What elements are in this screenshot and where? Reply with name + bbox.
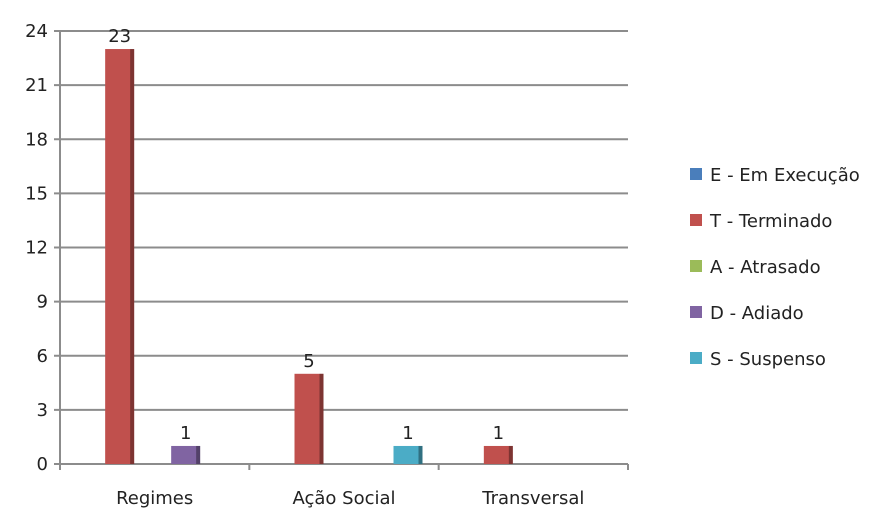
legend-label: S - Suspenso	[710, 349, 826, 370]
data-labels: 23 1 5 1 1	[108, 26, 504, 444]
y-tick-label: 15	[25, 183, 48, 204]
y-tick-label: 0	[37, 454, 48, 475]
y-tick-label: 9	[37, 292, 48, 313]
legend-item: D - Adiado	[690, 303, 804, 324]
bar-shade	[418, 445, 423, 464]
legend-swatch	[690, 306, 702, 318]
y-tick-label: 6	[37, 346, 48, 367]
legend: E - Em Execução T - Terminado A - Atrasado…	[690, 165, 860, 370]
y-tick-label: 24	[25, 21, 48, 42]
data-label: 1	[402, 423, 413, 444]
legend-item: T - Terminado	[690, 211, 832, 232]
gridlines	[60, 30, 628, 411]
bar-face	[294, 373, 324, 464]
bar	[483, 445, 513, 464]
bar-face	[393, 445, 423, 464]
legend-item: S - Suspenso	[690, 349, 826, 370]
bar-shade	[319, 373, 324, 464]
bars	[105, 49, 513, 465]
y-tick-label: 12	[25, 238, 48, 259]
bar	[105, 49, 135, 465]
x-category-label: Ação Social	[292, 488, 395, 509]
bar-shade	[196, 445, 201, 464]
legend-swatch	[690, 214, 702, 226]
legend-label: E - Em Execução	[710, 165, 860, 186]
bar-shade	[508, 445, 513, 464]
legend-item: E - Em Execução	[690, 165, 860, 186]
data-label: 1	[180, 423, 191, 444]
bar	[294, 373, 324, 464]
legend-item: A - Atrasado	[690, 257, 821, 278]
bar	[171, 445, 201, 464]
y-tick-label: 21	[25, 75, 48, 96]
bar-face	[105, 49, 135, 465]
y-tick-label: 18	[25, 129, 48, 150]
y-axis: 0 3 6 9 12 15 18 21 24	[25, 21, 61, 475]
legend-swatch	[690, 352, 702, 364]
bar-face	[171, 445, 201, 464]
data-label: 5	[303, 351, 314, 372]
bar	[393, 445, 423, 464]
legend-label: D - Adiado	[710, 303, 804, 324]
bar-face	[483, 445, 513, 464]
data-label: 1	[493, 423, 504, 444]
legend-swatch	[690, 168, 702, 180]
legend-swatch	[690, 260, 702, 272]
y-tick-label: 3	[37, 400, 48, 421]
bar-shade	[130, 49, 135, 465]
x-axis: Regimes Ação Social Transversal	[59, 463, 629, 509]
data-label: 23	[108, 26, 131, 47]
legend-label: T - Terminado	[709, 211, 832, 232]
x-category-label: Regimes	[116, 488, 193, 509]
x-category-label: Transversal	[481, 488, 584, 509]
legend-label: A - Atrasado	[710, 257, 821, 278]
